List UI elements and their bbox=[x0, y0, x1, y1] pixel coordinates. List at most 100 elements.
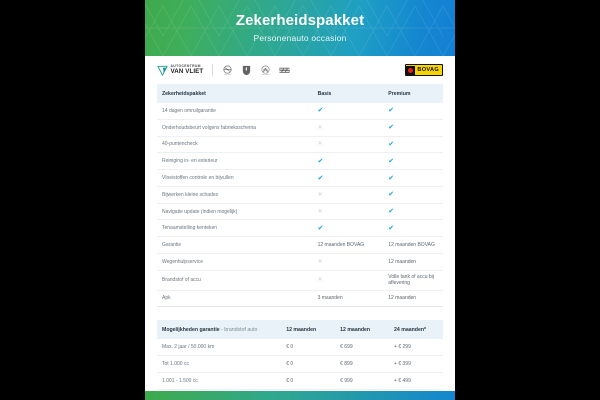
row-label: 1.001 - 1.500 cc bbox=[157, 372, 282, 390]
row-basis-value: ✔ bbox=[312, 169, 384, 187]
triangle-pattern-decoration bbox=[145, 0, 455, 56]
check-icon: ✔ bbox=[388, 157, 395, 165]
cell-value: 12 maanden BOVAG bbox=[317, 242, 365, 249]
check-icon: ✔ bbox=[388, 191, 395, 199]
check-icon: ✔ bbox=[317, 224, 324, 232]
peugeot-logo-icon bbox=[243, 65, 251, 75]
cross-icon: ✕ bbox=[317, 141, 323, 148]
bovag-badge: BOVAG bbox=[405, 64, 443, 76]
page-title: Zekerheidspakket bbox=[235, 12, 365, 30]
table-row: Tenaamstelling kenteken ✔ ✔ bbox=[157, 219, 443, 238]
check-icon: ✔ bbox=[388, 124, 395, 132]
row-basis-value: ✕ bbox=[312, 203, 384, 221]
row-price-12b: € 999 bbox=[335, 372, 390, 390]
fuel-table-body: Max. 2 jaar / 50.000 km € 0 € 699 + € 299 To… bbox=[157, 339, 443, 400]
check-icon: ✔ bbox=[317, 174, 324, 182]
check-icon: ✔ bbox=[317, 107, 324, 115]
table-row: Apk 3 maanden 12 maanden bbox=[157, 290, 443, 308]
row-price-24: + € 399 bbox=[389, 355, 443, 373]
cell-value: 3 maanden bbox=[317, 295, 343, 302]
main-table-body: 14 dagen omruilgarantie ✔ ✔ Onderhoudsbeurt… bbox=[157, 103, 443, 308]
row-label: Onderhoudsbeurt volgens fabrieksschema bbox=[157, 119, 313, 137]
table-row: 40-puntencheck ✕ ✔ bbox=[157, 136, 443, 154]
table-row: Reiniging in- en exterieur ✔ ✔ bbox=[157, 152, 443, 171]
row-premium-value: 12 maanden bbox=[383, 290, 443, 308]
zekerheidspakket-table: Zekerheidspakket Basis Premium 14 dagen … bbox=[157, 84, 443, 308]
row-premium-value: ✔ bbox=[383, 103, 443, 120]
row-premium-value: ✔ bbox=[383, 203, 443, 221]
check-icon: ✔ bbox=[388, 107, 395, 115]
row-basis-value: ✕ bbox=[312, 253, 384, 271]
header-banner: Zekerheidspakket Personenauto occasion bbox=[145, 0, 455, 56]
row-basis-value: 12 maanden BOVAG bbox=[312, 236, 384, 255]
citroen-logo-icon bbox=[261, 65, 270, 75]
cell-value: € 0 bbox=[286, 344, 294, 351]
logo-divider bbox=[212, 64, 214, 76]
row-label: Tot 1.000 cc bbox=[157, 355, 282, 373]
table-row: 1.001 - 1.500 cc € 0 € 999 + € 499 bbox=[157, 372, 443, 390]
brand-logo-group bbox=[222, 65, 291, 76]
cell-value: € 0 bbox=[286, 361, 294, 368]
cell-value: € 699 bbox=[340, 344, 353, 351]
table-header-row: Zekerheidspakket Basis Premium bbox=[157, 84, 443, 103]
cell-value: 12 maanden BOVAG bbox=[388, 242, 435, 249]
check-icon: ✔ bbox=[388, 224, 395, 232]
row-premium-value: 12 maanden BOVAG bbox=[383, 236, 443, 255]
row-basis-value: ✔ bbox=[312, 103, 384, 120]
row-basis-value: ✔ bbox=[312, 152, 384, 171]
col-header-premium: Premium bbox=[383, 84, 443, 103]
warranty-fuel-table: Mogelijkheden garantie - brandstof auto … bbox=[157, 320, 443, 400]
cell-value: 12 maanden bbox=[388, 295, 417, 302]
row-price-12a: € 0 bbox=[281, 339, 336, 357]
cell-value: € 0 bbox=[286, 377, 294, 384]
table-row: Brandstof of accu ✕ Volle tank of accu bij… bbox=[157, 270, 443, 291]
cell-value: 12 maanden bbox=[388, 258, 417, 265]
logo-bar: AUTOCENTRUM VAN VLIET bbox=[145, 56, 455, 84]
row-basis-value: ✕ bbox=[312, 186, 384, 204]
cross-icon: ✕ bbox=[317, 258, 323, 265]
fuel-warranty-table-wrapper: Mogelijkheden garantie - brandstof auto … bbox=[145, 320, 455, 400]
row-label: Vloeistoffen controle en bijvullen bbox=[157, 169, 313, 187]
col-header-fuel-12b: 12 maanden bbox=[335, 320, 390, 340]
row-premium-value: Volle tank of accu bij aflevering bbox=[383, 270, 443, 291]
cell-value: + € 399 bbox=[394, 361, 411, 368]
footer-gradient-bar bbox=[145, 391, 455, 400]
van-vliet-mark-icon bbox=[157, 65, 168, 76]
row-price-24: + € 299 bbox=[389, 339, 443, 357]
row-premium-value: 12 maanden bbox=[383, 253, 443, 271]
check-icon: ✔ bbox=[317, 157, 324, 165]
cell-value: + € 499 bbox=[394, 377, 411, 384]
dealer-logo-top-text: AUTOCENTRUM bbox=[170, 63, 201, 68]
row-premium-value: ✔ bbox=[383, 219, 443, 238]
row-basis-value: 3 maanden bbox=[312, 290, 384, 308]
row-basis-value: ✕ bbox=[312, 119, 384, 137]
row-basis-value: ✔ bbox=[312, 219, 384, 238]
row-label: Max. 2 jaar / 50.000 km bbox=[157, 339, 282, 357]
col-header-fuel-24: 24 maanden* bbox=[389, 320, 443, 340]
row-price-24: + € 499 bbox=[389, 372, 443, 390]
row-label: Wegenhulpservice bbox=[157, 253, 313, 271]
table-row: Max. 2 jaar / 50.000 km € 0 € 699 + € 299 bbox=[157, 339, 443, 357]
document-page: Zekerheidspakket Personenauto occasion A… bbox=[145, 0, 455, 400]
check-icon: ✔ bbox=[388, 140, 395, 148]
bovag-label: BOVAG bbox=[417, 67, 439, 73]
always-logo-icon bbox=[279, 67, 291, 73]
cross-icon: ✕ bbox=[317, 191, 323, 198]
table-row: Onderhoudsbeurt volgens fabrieksschema ✕ ✔ bbox=[157, 119, 443, 137]
opel-logo-icon bbox=[223, 65, 232, 75]
row-label: 40-puntencheck bbox=[157, 136, 313, 154]
col-header-feature: Zekerheidspakket bbox=[157, 84, 313, 103]
row-basis-value: ✕ bbox=[312, 270, 384, 291]
cross-icon: ✕ bbox=[317, 277, 323, 284]
row-label: Navigatie update (indien mogelijk) bbox=[157, 203, 313, 221]
dealer-logo: AUTOCENTRUM VAN VLIET bbox=[157, 63, 203, 76]
row-label: 14 dagen omruilgarantie bbox=[157, 103, 313, 120]
check-icon: ✔ bbox=[388, 208, 395, 216]
row-premium-value: ✔ bbox=[383, 136, 443, 154]
row-premium-value: ✔ bbox=[383, 186, 443, 204]
table-row: Tot 1.000 cc € 0 € 899 + € 399 bbox=[157, 355, 443, 373]
row-label: Brandstof of accu bbox=[157, 270, 313, 291]
table-row: Vloeistoffen controle en bijvullen ✔ ✔ bbox=[157, 169, 443, 187]
col-header-fuel-12a: 12 maanden bbox=[281, 320, 336, 340]
row-premium-value: ✔ bbox=[383, 152, 443, 171]
